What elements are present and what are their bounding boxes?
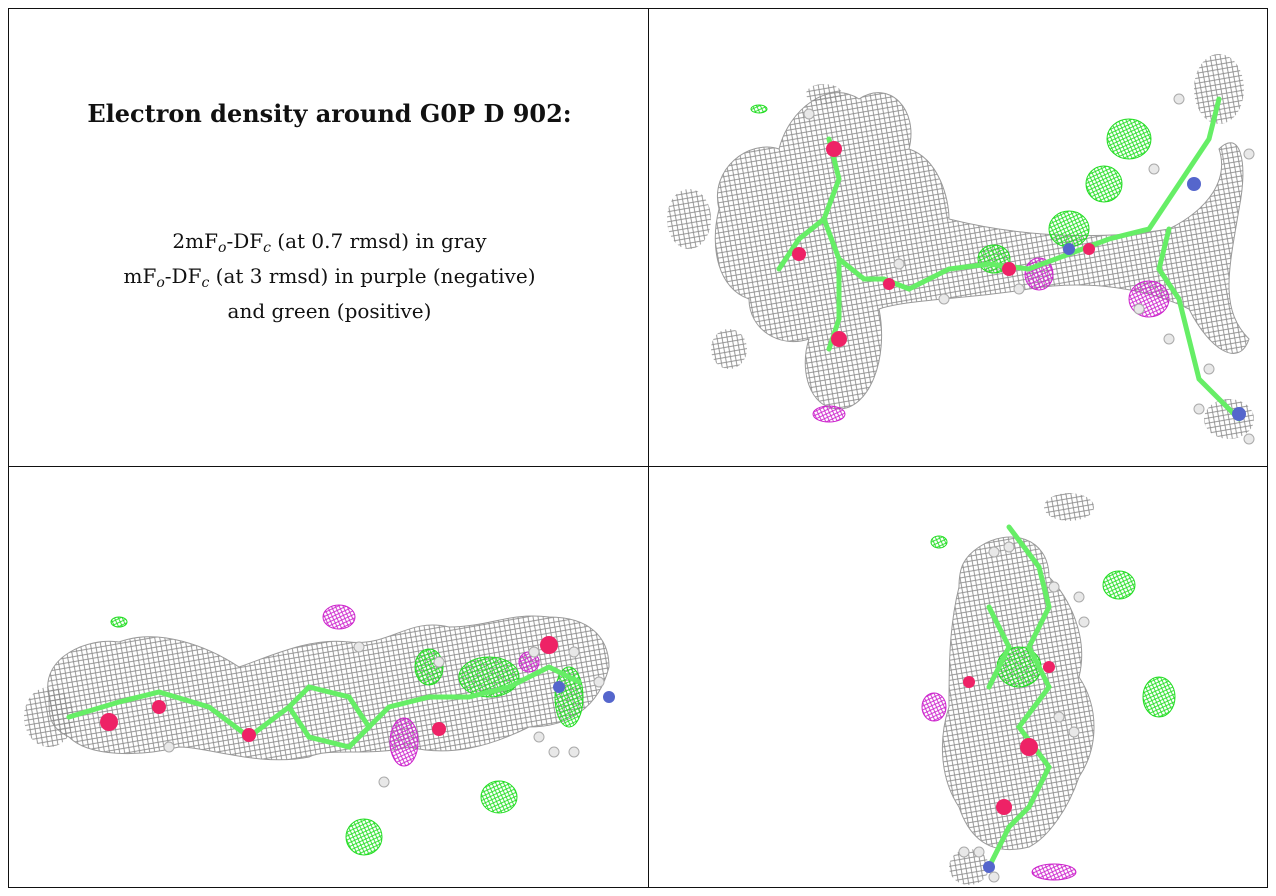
- density-render-front: [649, 9, 1268, 467]
- density-view-top-right: [648, 8, 1268, 467]
- caption-cell: Electron density around G0P D 902: 2mFo-…: [8, 8, 649, 467]
- density-view-bottom-right: [648, 466, 1268, 888]
- caption-title: Electron density around G0P D 902:: [9, 99, 649, 128]
- nitrogen-atoms: [983, 861, 995, 873]
- caption-line-1: 2mFo-DFc (at 0.7 rmsd) in gray: [9, 227, 649, 262]
- caption-line-3: and green (positive): [9, 297, 649, 325]
- density-render-end-on: [649, 467, 1268, 888]
- caption-description: 2mFo-DFc (at 0.7 rmsd) in gray mFo-DFc (…: [9, 227, 649, 325]
- caption-line-2: mFo-DFc (at 3 rmsd) in purple (negative): [9, 262, 649, 297]
- density-render-side: [9, 467, 649, 888]
- figure-grid: Electron density around G0P D 902: 2mFo-…: [8, 8, 1268, 888]
- density-view-bottom-left: [8, 466, 649, 888]
- gray-density-mesh: [942, 493, 1094, 885]
